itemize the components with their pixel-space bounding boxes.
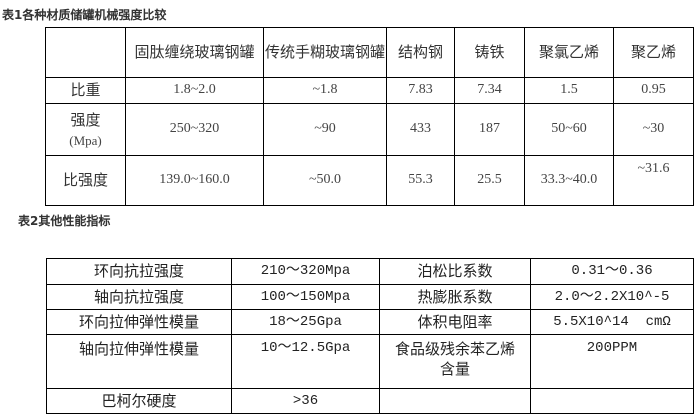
empty-cell [379,388,531,414]
table1-title: 表1各种材质储罐机械强度比较 [2,8,167,22]
cell: ~50.0 [263,155,387,206]
table-row: 强度 (Mpa) 250~320 ~90 433 187 50~60 ~30 [45,103,694,156]
cell: 50~60 [524,103,614,156]
property-value: 0.31～0.36 [530,258,694,285]
property-value: >36 [231,388,380,414]
header-row: 固肽缠绕玻璃钢罐 传统手糊玻璃钢罐 结构钢 铸铁 聚氯乙烯 聚乙烯 [45,27,694,78]
strength-comparison-table: 固肽缠绕玻璃钢罐 传统手糊玻璃钢罐 结构钢 铸铁 聚氯乙烯 聚乙烯 比重 1.8… [45,27,694,206]
other-performance-table: 环向抗拉强度 210～320Mpa 泊松比系数 0.31～0.36 轴向抗拉强度… [46,258,694,414]
property-label: 环向抗拉强度 [46,258,232,285]
cell: 7.34 [454,77,525,104]
table-row: 环向拉伸弹性模量 18～25Gpa 体积电阻率 5.5X10^14 cmΩ [46,309,694,335]
cell: 55.3 [386,155,455,206]
cell: 250~320 [125,103,264,156]
cell: 0.95 [613,77,694,104]
property-label: 热膨胀系数 [379,284,531,310]
cell: ~1.8 [263,77,387,104]
cell: ~31.6 [613,155,694,206]
property-label: 泊松比系数 [379,258,531,285]
cell: 33.3~40.0 [524,155,614,206]
cell: 25.5 [454,155,525,206]
property-value: 2.0～2.2X10^-5 [530,284,694,310]
cell: 433 [386,103,455,156]
property-label: 巴柯尔硬度 [46,388,232,414]
table2-title: 表2其他性能指标 [18,214,111,228]
header-cell: 固肽缠绕玻璃钢罐 [125,27,264,78]
table-row: 轴向抗拉强度 100～150Mpa 热膨胀系数 2.0～2.2X10^-5 [46,284,694,310]
property-value: 10～12.5Gpa [231,334,380,389]
header-cell: 传统手糊玻璃钢罐 [263,27,387,78]
cell: 1.8~2.0 [125,77,264,104]
property-value: 200PPM [530,334,694,389]
property-label: 轴向抗拉强度 [46,284,232,310]
property-value: 100～150Mpa [231,284,380,310]
cell: 139.0~160.0 [125,155,264,206]
row-label: 比重 [45,77,126,104]
table-row: 轴向拉伸弹性模量 10～12.5Gpa 食品级残余苯乙烯含量 200PPM [46,334,694,389]
table-row: 巴柯尔硬度 >36 [46,388,694,414]
property-value: 5.5X10^14 cmΩ [530,309,694,335]
property-label: 体积电阻率 [379,309,531,335]
property-label: 食品级残余苯乙烯含量 [379,334,531,389]
header-cell: 聚氯乙烯 [524,27,614,78]
property-label: 环向拉伸弹性模量 [46,309,232,335]
row-label-text: 强度 [70,110,101,129]
header-cell: 结构钢 [386,27,455,78]
cell: 1.5 [524,77,614,104]
cell: 7.83 [386,77,455,104]
header-cell: 聚乙烯 [613,27,694,78]
table-row: 比重 1.8~2.0 ~1.8 7.83 7.34 1.5 0.95 [45,77,694,104]
row-label: 强度 (Mpa) [45,103,126,156]
cell: 187 [454,103,525,156]
property-value: 210～320Mpa [231,258,380,285]
table-row: 比强度 139.0~160.0 ~50.0 55.3 25.5 33.3~40.… [45,155,694,206]
header-cell: 铸铁 [454,27,525,78]
row-label: 比强度 [45,155,126,206]
property-value: 18～25Gpa [231,309,380,335]
empty-cell [530,388,694,414]
header-cell [45,27,126,78]
table-row: 环向抗拉强度 210～320Mpa 泊松比系数 0.31～0.36 [46,258,694,285]
cell: ~90 [263,103,387,156]
cell: ~30 [613,103,694,156]
property-label: 轴向拉伸弹性模量 [46,334,232,389]
row-label-unit: (Mpa) [69,133,102,148]
